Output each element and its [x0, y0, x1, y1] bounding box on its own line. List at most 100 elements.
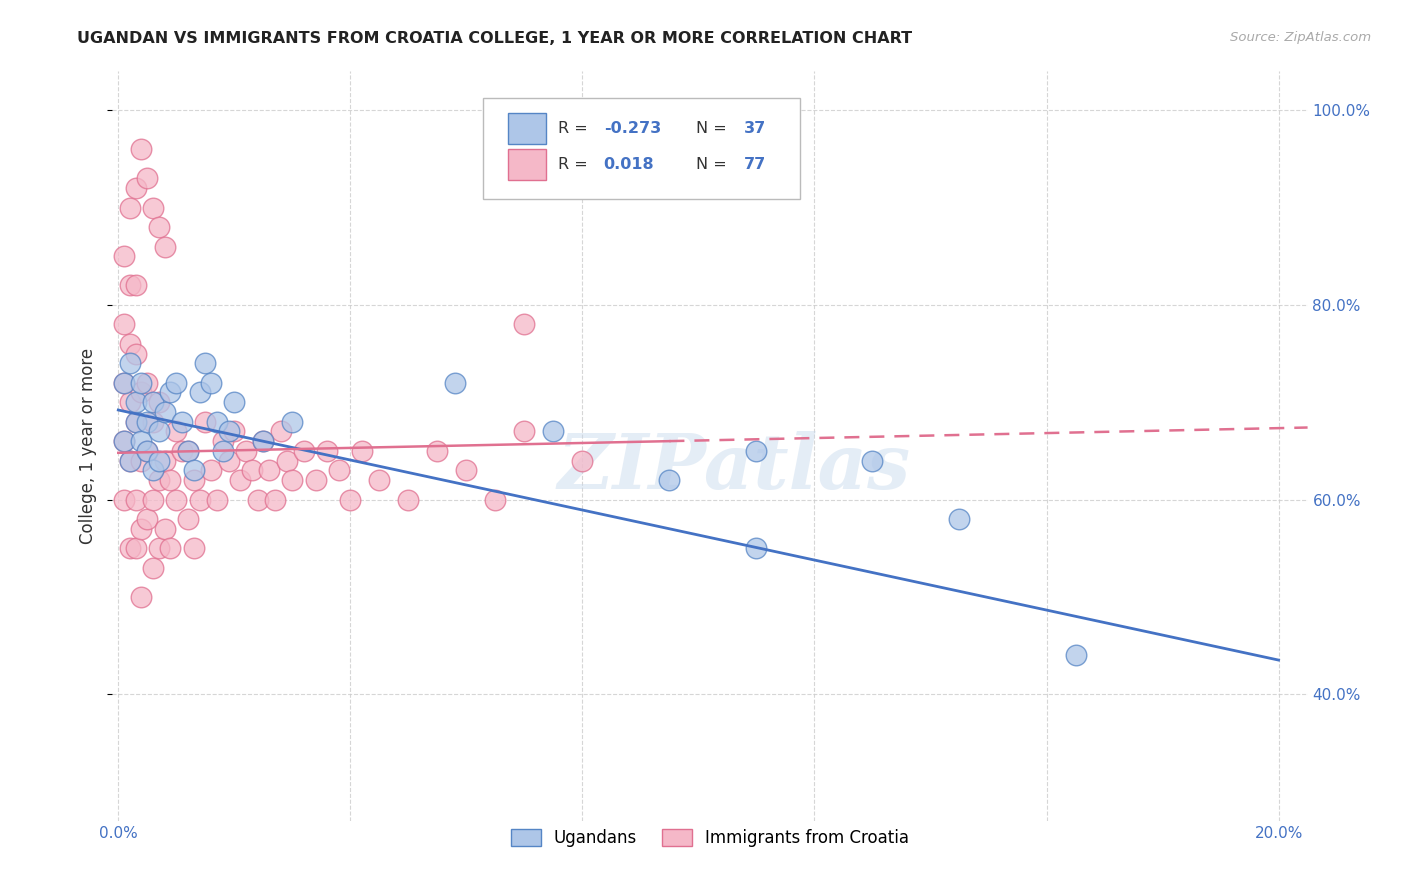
Y-axis label: College, 1 year or more: College, 1 year or more — [79, 348, 97, 544]
Point — [1064, 648, 1087, 663]
Point — [148, 453, 170, 467]
Point — [131, 434, 153, 449]
Point — [131, 376, 153, 390]
Point — [571, 453, 593, 467]
Point — [172, 415, 194, 429]
Text: Source: ZipAtlas.com: Source: ZipAtlas.com — [1230, 31, 1371, 45]
Point — [118, 453, 141, 467]
Point — [125, 395, 148, 409]
Point — [194, 356, 217, 370]
Point — [240, 463, 263, 477]
Point — [183, 463, 205, 477]
Point — [177, 443, 200, 458]
Point — [142, 560, 165, 574]
Point — [745, 443, 768, 458]
Point — [118, 278, 141, 293]
Text: N =: N = — [696, 157, 731, 172]
Point — [316, 443, 339, 458]
FancyBboxPatch shape — [484, 97, 800, 199]
Point — [188, 385, 211, 400]
Point — [218, 453, 240, 467]
Point — [118, 201, 141, 215]
Point — [252, 434, 274, 449]
Point — [131, 453, 153, 467]
Point — [339, 492, 361, 507]
Text: UGANDAN VS IMMIGRANTS FROM CROATIA COLLEGE, 1 YEAR OR MORE CORRELATION CHART: UGANDAN VS IMMIGRANTS FROM CROATIA COLLE… — [77, 31, 912, 46]
Point — [177, 512, 200, 526]
Point — [246, 492, 269, 507]
Point — [131, 385, 153, 400]
Point — [125, 278, 148, 293]
Point — [257, 463, 280, 477]
Point — [264, 492, 287, 507]
Text: -0.273: -0.273 — [603, 120, 661, 136]
Point — [125, 415, 148, 429]
Point — [172, 443, 194, 458]
Point — [658, 473, 681, 487]
Text: 37: 37 — [744, 120, 766, 136]
Point — [112, 249, 135, 263]
Point — [200, 463, 222, 477]
Point — [513, 318, 536, 332]
Point — [350, 443, 373, 458]
Point — [118, 336, 141, 351]
FancyBboxPatch shape — [508, 112, 547, 144]
Point — [112, 376, 135, 390]
Point — [252, 434, 274, 449]
Point — [211, 434, 233, 449]
Point — [142, 415, 165, 429]
Point — [125, 415, 148, 429]
Point — [328, 463, 350, 477]
Point — [153, 405, 176, 419]
Point — [426, 443, 449, 458]
Point — [153, 453, 176, 467]
Point — [148, 220, 170, 235]
Point — [142, 463, 165, 477]
Text: N =: N = — [696, 120, 731, 136]
Point — [142, 492, 165, 507]
Text: ZIPatlas: ZIPatlas — [557, 432, 911, 506]
Point — [131, 522, 153, 536]
Point — [368, 473, 391, 487]
Point — [118, 356, 141, 370]
Point — [148, 425, 170, 439]
Point — [136, 512, 159, 526]
Point — [142, 395, 165, 409]
Point — [159, 473, 181, 487]
Point — [125, 346, 148, 360]
Text: 77: 77 — [744, 157, 766, 172]
FancyBboxPatch shape — [508, 149, 547, 180]
Point — [304, 473, 326, 487]
Point — [112, 318, 135, 332]
Point — [484, 492, 506, 507]
Legend: Ugandans, Immigrants from Croatia: Ugandans, Immigrants from Croatia — [503, 822, 917, 854]
Point — [862, 453, 884, 467]
Point — [159, 385, 181, 400]
Point — [153, 239, 176, 253]
Point — [281, 473, 304, 487]
Point — [118, 453, 141, 467]
Point — [118, 395, 141, 409]
Point — [188, 492, 211, 507]
Point — [513, 425, 536, 439]
Point — [125, 541, 148, 556]
Point — [224, 425, 246, 439]
Point — [194, 415, 217, 429]
Point — [177, 443, 200, 458]
Point — [131, 590, 153, 604]
Point — [159, 541, 181, 556]
Point — [165, 425, 187, 439]
Point — [153, 522, 176, 536]
Point — [205, 415, 228, 429]
Text: R =: R = — [558, 120, 593, 136]
Point — [112, 434, 135, 449]
Point — [112, 376, 135, 390]
Point — [200, 376, 222, 390]
Point — [131, 142, 153, 156]
Point — [118, 541, 141, 556]
Text: R =: R = — [558, 157, 593, 172]
Point — [125, 492, 148, 507]
Point — [165, 492, 187, 507]
Point — [235, 443, 257, 458]
Point — [396, 492, 419, 507]
